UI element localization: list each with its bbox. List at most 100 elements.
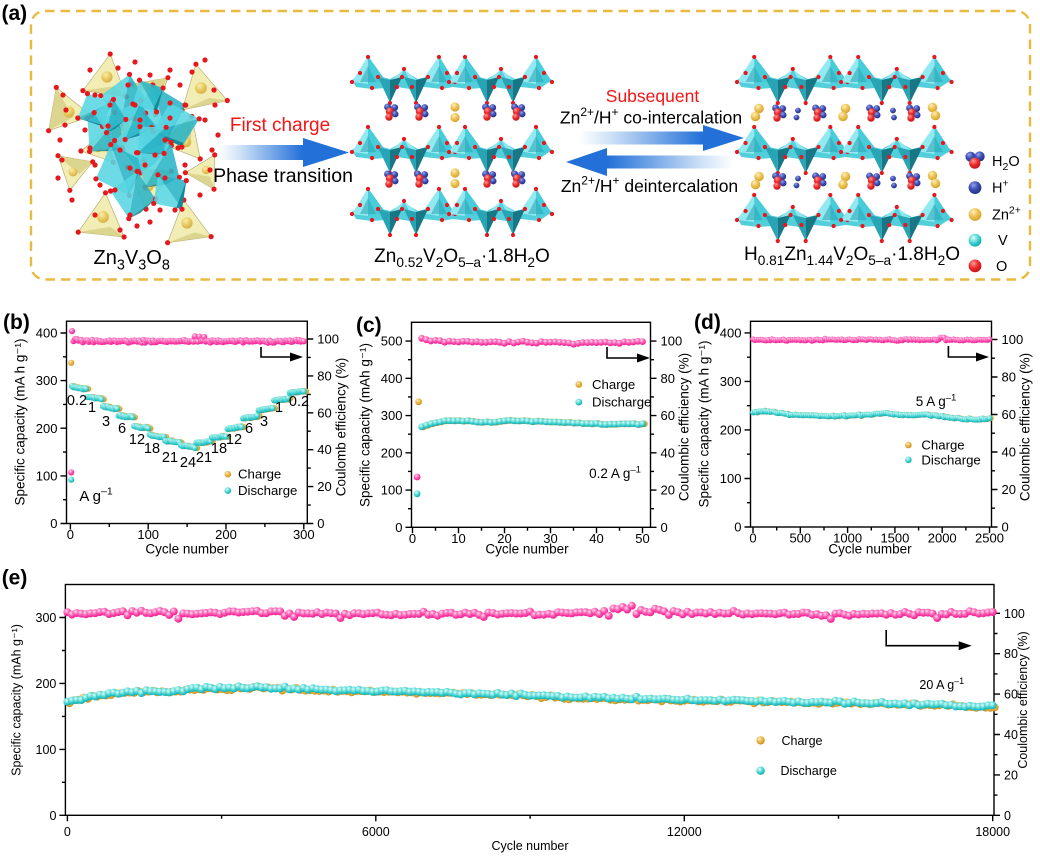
svg-text:30: 30 (543, 531, 557, 546)
svg-text:80: 80 (661, 371, 675, 386)
svg-text:H+: H+ (992, 177, 1009, 196)
svg-text:300: 300 (381, 408, 403, 423)
svg-text:Zn3V3O8: Zn3V3O8 (94, 247, 170, 273)
svg-text:Zn2+/H+ co-intercalation: Zn2+/H+ co-intercalation (560, 105, 742, 127)
svg-text:V: V (998, 233, 1008, 249)
svg-text:12: 12 (226, 432, 242, 448)
svg-text:Coulombic efficiency (%): Coulombic efficiency (%) (677, 353, 692, 501)
svg-text:0: 0 (409, 531, 416, 546)
svg-text:100: 100 (1002, 332, 1024, 347)
svg-text:40: 40 (1004, 728, 1018, 742)
svg-text:400: 400 (381, 371, 403, 386)
svg-text:200: 200 (36, 677, 57, 691)
svg-text:Charge: Charge (782, 734, 823, 748)
svg-text:40: 40 (589, 531, 603, 546)
svg-text:40: 40 (1002, 445, 1016, 460)
svg-text:100: 100 (36, 468, 58, 483)
svg-text:2500: 2500 (975, 531, 1004, 546)
svg-text:(b): (b) (3, 311, 30, 334)
svg-text:20: 20 (497, 531, 511, 546)
svg-text:1500: 1500 (880, 531, 909, 546)
svg-text:(c): (c) (356, 314, 382, 337)
svg-text:Cycle number: Cycle number (145, 542, 229, 557)
svg-text:3: 3 (102, 414, 110, 430)
svg-text:60: 60 (1002, 407, 1016, 422)
svg-text:Discharge: Discharge (592, 395, 651, 410)
svg-text:Coulombic efficiency (%): Coulombic efficiency (%) (1016, 631, 1030, 768)
svg-text:40: 40 (661, 445, 675, 460)
svg-text:1: 1 (275, 400, 283, 416)
svg-text:400: 400 (720, 325, 742, 340)
svg-text:40: 40 (317, 442, 331, 457)
svg-text:12: 12 (129, 432, 145, 448)
svg-text:H2O: H2O (992, 154, 1020, 173)
svg-text:Specific capacity (mAh g⁻¹): Specific capacity (mAh g⁻¹) (9, 624, 23, 776)
svg-text:60: 60 (1004, 688, 1018, 702)
svg-text:6000: 6000 (362, 825, 390, 839)
svg-text:21: 21 (162, 450, 178, 466)
svg-text:0: 0 (64, 825, 71, 839)
svg-text:0: 0 (734, 520, 741, 535)
svg-text:100: 100 (1004, 607, 1025, 621)
svg-text:200: 200 (720, 422, 742, 437)
svg-text:Discharge: Discharge (921, 452, 980, 467)
svg-text:H0.81Zn1.44V2O5–a·1.8H2O: H0.81Zn1.44V2O5–a·1.8H2O (744, 244, 960, 268)
svg-text:20 A g–1: 20 A g–1 (919, 676, 964, 692)
svg-text:3: 3 (260, 414, 268, 430)
svg-text:Cycle number: Cycle number (828, 542, 912, 557)
svg-text:(e): (e) (2, 567, 28, 590)
svg-text:0: 0 (67, 527, 74, 542)
svg-text:20: 20 (1002, 482, 1016, 497)
svg-text:Coulomb efficiency (%): Coulomb efficiency (%) (334, 358, 349, 497)
svg-text:6: 6 (245, 421, 253, 437)
svg-text:80: 80 (317, 368, 331, 383)
svg-text:0.2: 0.2 (67, 393, 87, 409)
svg-text:A g–1: A g–1 (79, 486, 113, 505)
svg-text:0.2: 0.2 (289, 394, 309, 410)
svg-text:0.2 A g–1: 0.2 A g–1 (589, 464, 641, 481)
svg-text:Zn0.52V2O5–a·1.8H2O: Zn0.52V2O5–a·1.8H2O (374, 246, 550, 270)
svg-text:100: 100 (720, 471, 742, 486)
svg-text:Cycle number: Cycle number (491, 839, 568, 853)
svg-text:18: 18 (144, 441, 160, 457)
svg-text:First charge: First charge (230, 115, 330, 136)
svg-text:100: 100 (661, 334, 683, 349)
svg-text:Phase transition: Phase transition (213, 165, 353, 187)
svg-text:100: 100 (36, 743, 57, 757)
svg-text:0: 0 (661, 520, 668, 535)
svg-text:0: 0 (50, 516, 57, 531)
svg-text:Charge: Charge (238, 467, 281, 482)
svg-text:O: O (996, 259, 1007, 275)
svg-text:20: 20 (661, 483, 675, 498)
svg-text:200: 200 (381, 445, 403, 460)
svg-text:0: 0 (749, 531, 756, 546)
svg-text:50: 50 (635, 531, 649, 546)
svg-text:Zn2+: Zn2+ (992, 204, 1021, 223)
svg-text:400: 400 (36, 326, 58, 341)
svg-text:Zn2+/H+ deintercalation: Zn2+/H+ deintercalation (561, 174, 738, 196)
svg-text:18: 18 (211, 441, 227, 457)
svg-text:20: 20 (317, 479, 331, 494)
svg-text:0: 0 (395, 520, 402, 535)
svg-text:500: 500 (789, 531, 811, 546)
svg-text:0: 0 (49, 809, 56, 823)
svg-text:Specific capacity (mA h g⁻¹): Specific capacity (mA h g⁻¹) (13, 339, 28, 506)
svg-text:Subsequent: Subsequent (606, 86, 700, 106)
svg-text:1: 1 (88, 400, 96, 416)
svg-text:100: 100 (317, 332, 339, 347)
svg-text:Charge: Charge (592, 377, 635, 392)
svg-text:20: 20 (1004, 768, 1018, 782)
svg-text:200: 200 (215, 527, 237, 542)
svg-text:0: 0 (317, 516, 324, 531)
svg-text:300: 300 (720, 374, 742, 389)
svg-text:Discharge: Discharge (238, 483, 297, 498)
svg-text:24: 24 (180, 455, 196, 471)
svg-text:Discharge: Discharge (781, 764, 837, 778)
svg-text:100: 100 (381, 483, 403, 498)
svg-text:5 A g–1: 5 A g–1 (916, 392, 957, 409)
svg-text:10: 10 (451, 531, 465, 546)
svg-text:18000: 18000 (975, 825, 1010, 839)
svg-text:2000: 2000 (928, 531, 957, 546)
svg-text:Specific capacity (mAh g⁻¹): Specific capacity (mAh g⁻¹) (358, 343, 373, 507)
svg-text:Specific capacity (mA h g⁻¹): Specific capacity (mA h g⁻¹) (697, 341, 712, 508)
